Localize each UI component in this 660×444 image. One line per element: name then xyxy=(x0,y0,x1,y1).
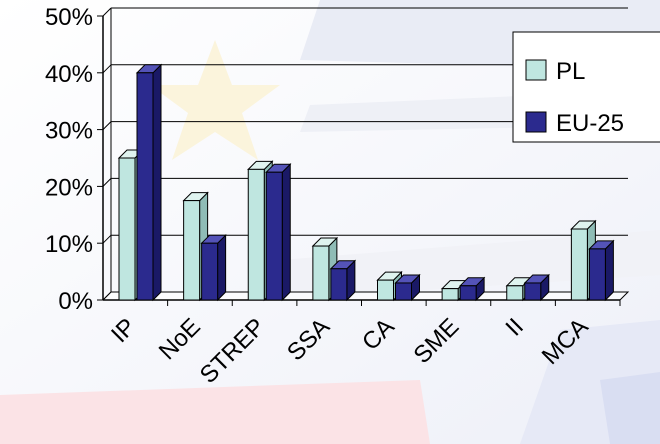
legend-label-pl: PL xyxy=(556,58,585,85)
y-tick-label: 50% xyxy=(45,4,93,31)
legend-swatch-eu25 xyxy=(525,111,547,133)
bar-eu25-noe xyxy=(200,233,227,302)
x-label-mca: MCA xyxy=(537,313,594,370)
bar-eu25-ii xyxy=(523,273,550,302)
bar-eu25-strep xyxy=(265,162,292,302)
legend: PL EU-25 xyxy=(512,31,660,143)
y-tick-label: 0% xyxy=(58,288,93,315)
y-tick-label: 10% xyxy=(45,231,93,258)
y-tick-label: 30% xyxy=(45,118,93,145)
gridline-depth xyxy=(102,64,112,74)
bar-eu25-mca xyxy=(588,239,615,302)
gridline-depth xyxy=(102,234,112,244)
y-axis-ticks: 0% 10% 20% 30% 40% 50% xyxy=(45,4,103,315)
x-label-sme: SME xyxy=(408,313,464,369)
y-tick-label: 40% xyxy=(45,61,93,88)
x-label-ca: CA xyxy=(357,313,400,356)
legend-swatch-pl xyxy=(525,59,547,81)
gridline-depth xyxy=(102,178,112,187)
bars xyxy=(117,63,615,302)
bar-eu25-ip xyxy=(135,63,163,302)
bar-eu25-ca xyxy=(394,273,421,302)
x-label-ip: IP xyxy=(106,313,141,348)
x-label-strep: STREP xyxy=(195,313,271,389)
x-label-noe: NoE xyxy=(154,313,206,365)
x-label-ii: II xyxy=(500,313,529,342)
chart-floor xyxy=(101,291,630,301)
x-label-ssa: SSA xyxy=(282,313,335,366)
legend-label-eu25: EU-25 xyxy=(556,110,624,137)
gridline-depth xyxy=(102,7,112,17)
gridline-depth xyxy=(102,121,112,130)
bar-eu25-ssa xyxy=(329,259,357,302)
bar-eu25-sme xyxy=(458,276,486,302)
y-tick-label: 20% xyxy=(45,174,93,201)
